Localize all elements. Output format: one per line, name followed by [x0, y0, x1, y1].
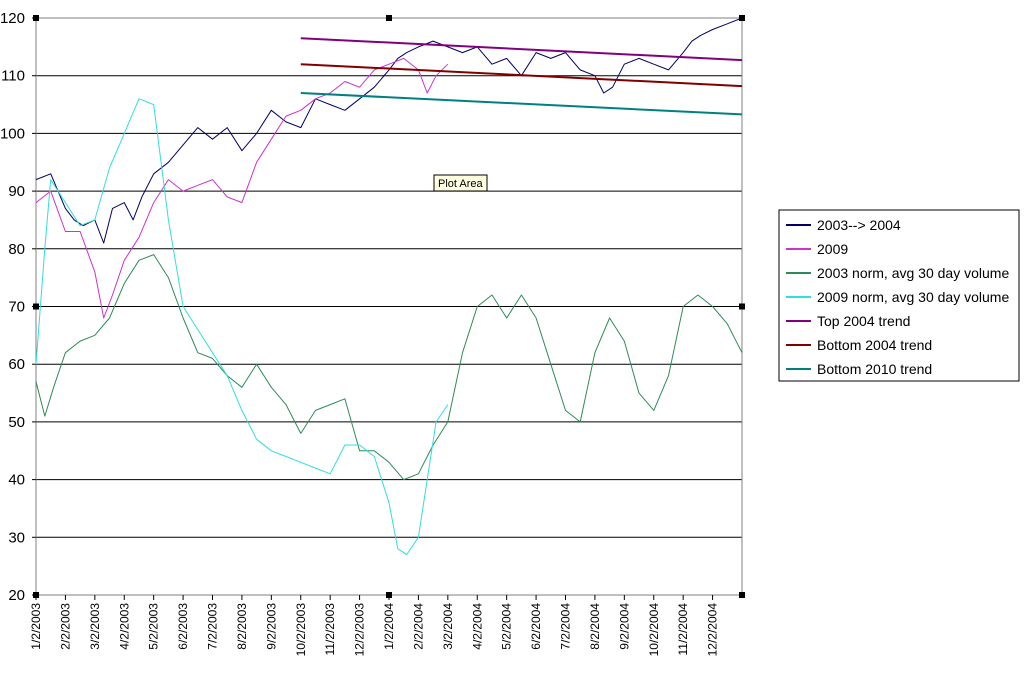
- legend-label-0: 2003--> 2004: [817, 217, 901, 233]
- legend-label-4: Top 2004 trend: [817, 313, 910, 329]
- x-tick-label: 11/2/2004: [676, 603, 690, 656]
- legend[interactable]: 2003--> 2004 2009 2003 norm, avg 30 day vo…: [778, 209, 1020, 382]
- y-tick-label: 70: [8, 299, 25, 316]
- x-tick-label: 10/2/2003: [294, 603, 308, 657]
- y-tick-label: 120: [0, 10, 25, 27]
- legend-label-2: 2003 norm, avg 30 day volume: [817, 265, 1009, 281]
- x-tick-label: 11/2/2003: [323, 603, 337, 656]
- y-tick-label: 40: [8, 472, 25, 489]
- x-tick-label: 9/2/2003: [264, 603, 278, 650]
- y-tick-label: 20: [8, 587, 25, 604]
- legend-label-3: 2009 norm, avg 30 day volume: [817, 289, 1009, 305]
- resize-handle[interactable]: [386, 592, 392, 598]
- x-tick-label: 5/2/2003: [147, 603, 161, 650]
- x-axis: 1/2/2003 2/2/2003 3/2/2003 4/2/2003 5/2/2003…: [29, 595, 720, 656]
- series-line-2[interactable]: [35, 254, 743, 481]
- series-line-5[interactable]: [300, 63, 743, 88]
- x-tick-label: 8/2/2004: [588, 603, 602, 650]
- x-tick-label: 3/2/2004: [441, 603, 455, 650]
- x-tick-label: 2/2/2004: [411, 603, 425, 650]
- legend-label-5: Bottom 2004 trend: [817, 337, 932, 353]
- resize-handle[interactable]: [739, 303, 745, 310]
- y-tick-label: 30: [8, 529, 25, 546]
- x-tick-label: 9/2/2004: [617, 603, 631, 650]
- legend-label-6: Bottom 2010 trend: [817, 361, 932, 377]
- x-tick-label: 12/2/2003: [353, 603, 367, 657]
- y-axis: 20 30 40 50 60 70 80 90 100 110 120: [0, 10, 36, 604]
- y-tick-label: 110: [1, 68, 25, 85]
- y-tick-label: 60: [8, 356, 25, 373]
- x-tick-label: 6/2/2003: [176, 603, 190, 650]
- x-tick-label: 1/2/2003: [29, 603, 43, 650]
- selection-handles: [33, 15, 745, 598]
- x-tick-label: 7/2/2003: [206, 603, 220, 650]
- y-tick-label: 50: [8, 414, 25, 431]
- x-tick-label: 4/2/2003: [117, 603, 131, 650]
- resize-handle[interactable]: [386, 15, 392, 21]
- resize-handle[interactable]: [739, 15, 745, 21]
- y-tick-label: 90: [8, 183, 25, 200]
- legend-box: [778, 209, 1020, 382]
- series-line-6[interactable]: [300, 92, 743, 116]
- resize-handle[interactable]: [33, 592, 39, 598]
- x-tick-label: 7/2/2004: [559, 603, 573, 650]
- series-line-3[interactable]: [35, 98, 449, 556]
- x-tick-label: 2/2/2003: [58, 603, 72, 650]
- x-tick-label: 6/2/2004: [529, 603, 543, 650]
- x-tick-label: 8/2/2003: [235, 603, 249, 650]
- series-line-1[interactable]: [35, 57, 449, 319]
- x-tick-label: 1/2/2004: [382, 603, 396, 650]
- resize-handle[interactable]: [33, 15, 39, 21]
- x-tick-label: 4/2/2004: [470, 603, 484, 650]
- tooltip-text: Plot Area: [438, 178, 484, 190]
- x-tick-label: 12/2/2004: [706, 603, 720, 657]
- plot-area-tooltip: Plot Area: [433, 174, 488, 192]
- series-lines: [35, 17, 743, 556]
- x-tick-label: 5/2/2004: [500, 603, 514, 650]
- y-tick-label: 80: [8, 241, 25, 258]
- resize-handle[interactable]: [33, 303, 39, 310]
- y-tick-label: 100: [0, 125, 25, 142]
- tooltip-box: [433, 174, 488, 192]
- x-tick-label: 10/2/2004: [647, 603, 661, 657]
- series-line-0[interactable]: [35, 17, 743, 244]
- resize-handle[interactable]: [739, 592, 745, 598]
- legend-label-1: 2009: [817, 241, 848, 257]
- series-line-4[interactable]: [300, 37, 743, 62]
- x-tick-label: 3/2/2003: [88, 603, 102, 650]
